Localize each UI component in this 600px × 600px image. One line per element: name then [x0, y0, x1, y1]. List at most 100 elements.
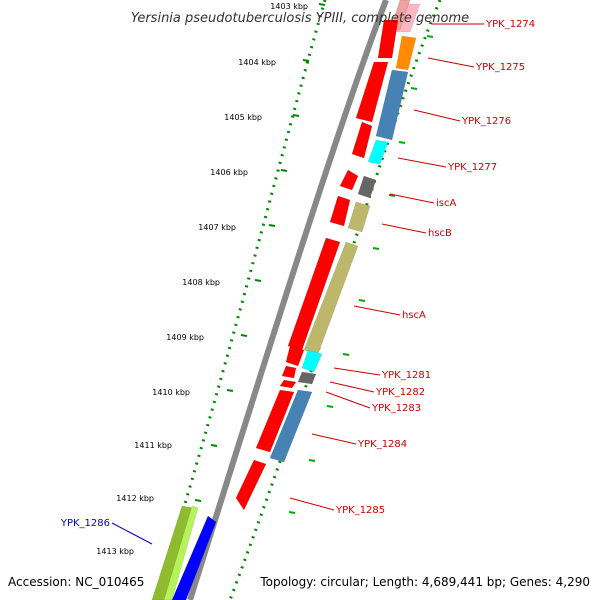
genome-summary: Topology: circular; Length: 4,689,441 bp… — [259, 575, 590, 589]
inner-tick — [326, 405, 334, 408]
ruler-tick-label: 1406 kbp — [210, 168, 248, 177]
leader-line — [427, 57, 475, 68]
ruler-tick-label: 1404 kbp — [238, 58, 276, 67]
leader-line — [389, 193, 435, 204]
gene-label[interactable]: YPK_1277 — [447, 162, 497, 173]
ruler-tick: 1412 kbp — [116, 494, 202, 503]
gene-label[interactable]: YPK_1286 — [60, 518, 110, 529]
ruler-tick: 1406 kbp — [210, 168, 288, 177]
gene-label[interactable]: hscA — [402, 310, 426, 321]
gene-ypk-1284-strand[interactable] — [255, 389, 295, 453]
gene-ypk-1281-strand[interactable] — [285, 345, 305, 367]
ruler-tick: 1407 kbp — [198, 223, 276, 232]
gene-label[interactable]: YPK_1276 — [461, 116, 511, 127]
leader-line — [111, 522, 153, 545]
gene-ypk-1274-strand[interactable] — [377, 19, 399, 59]
gene-label-group[interactable]: YPK_1276 — [413, 109, 511, 127]
gene-label-group[interactable]: YPK_1283 — [325, 391, 421, 414]
leader-line — [381, 223, 427, 234]
leader-line — [311, 433, 357, 445]
gene-ypk-1283-strand[interactable] — [279, 379, 297, 389]
gene-ypk-1286-inner[interactable] — [163, 505, 199, 600]
gene-label-group[interactable]: YPK_1285 — [289, 497, 385, 516]
gene-label-group[interactable]: YPK_1275 — [427, 57, 525, 73]
gene-isca-strand[interactable] — [339, 169, 359, 191]
gene-label[interactable]: hscB — [428, 228, 452, 239]
leader-line — [413, 109, 461, 122]
gene-label-group[interactable]: YPK_1277 — [397, 157, 497, 173]
position-ruler — [154, 0, 327, 600]
leader-line — [289, 497, 335, 511]
ruler-tick: 1408 kbp — [182, 278, 262, 287]
gene-label-group[interactable]: YPK_1281 — [333, 367, 431, 381]
leader-line — [333, 367, 381, 376]
gene-ypk-1276-box[interactable] — [375, 69, 409, 141]
gene-ypk-1275-strand[interactable] — [355, 61, 389, 123]
gene-label-group[interactable]: YPK_1284 — [311, 433, 407, 450]
ruler-tick-label: 1407 kbp — [198, 223, 236, 232]
inner-tick — [426, 35, 434, 38]
ruler-tick: 1411 kbp — [134, 441, 218, 450]
leader-line — [329, 381, 375, 393]
gene-ypk-1277-box[interactable] — [367, 139, 389, 165]
inner-tick — [308, 459, 316, 462]
gene-ypk-1281-box[interactable] — [301, 349, 323, 373]
accession-text: Accession: NC_010465 — [8, 575, 144, 589]
feature-layer — [151, 0, 421, 600]
gene-label-group[interactable]: iscA — [389, 193, 456, 209]
gene-label-group[interactable]: YPK_1286 — [60, 518, 153, 545]
inner-ruler — [228, 0, 442, 600]
gene-label[interactable]: YPK_1275 — [475, 62, 525, 73]
gene-hscb-strand[interactable] — [329, 195, 351, 227]
inner-tick — [342, 353, 350, 356]
gene-label[interactable]: YPK_1281 — [381, 370, 431, 381]
ruler-tick-label: 1413 kbp — [96, 547, 134, 556]
gene-ypk-1286-arrow[interactable] — [171, 515, 217, 600]
inner-tick — [410, 87, 418, 90]
gene-label-group[interactable]: hscA — [353, 305, 426, 321]
gene-label[interactable]: iscA — [436, 198, 456, 209]
genome-backbone — [187, 0, 389, 600]
ruler-tick-label: 1409 kbp — [166, 333, 204, 342]
ruler-tick-label: 1405 kbp — [224, 113, 262, 122]
ruler-tick-label: 1410 kbp — [152, 388, 190, 397]
gene-label[interactable]: YPK_1285 — [335, 505, 385, 516]
ruler-tick: 1405 kbp — [224, 113, 300, 122]
ruler-tick: 1410 kbp — [152, 388, 234, 397]
ruler-tick: 1404 kbp — [238, 58, 310, 67]
gene-ypk-1286-box[interactable] — [151, 505, 195, 600]
leader-line — [325, 391, 371, 409]
inner-tick — [398, 141, 406, 144]
inner-tick — [388, 194, 396, 197]
gene-label[interactable]: YPK_1283 — [371, 403, 421, 414]
inner-tick — [358, 299, 366, 302]
ruler-tick-label: 1408 kbp — [182, 278, 220, 287]
ruler-tick: 1409 kbp — [166, 333, 248, 342]
gene-ypk-1276-strand[interactable] — [351, 121, 373, 159]
ruler-tick: 1403 kbp — [270, 2, 326, 11]
inner-tick — [288, 511, 296, 514]
leader-line — [353, 305, 401, 316]
gene-ypk-1284-box[interactable] — [269, 389, 313, 463]
ruler-tick-label: 1403 kbp — [270, 2, 308, 11]
gene-ypk-1285-strand[interactable] — [235, 459, 267, 511]
ruler-tick-label: 1411 kbp — [134, 441, 172, 450]
map-title: Yersinia pseudotuberculosis YPIII, compl… — [131, 11, 469, 26]
gene-label-group[interactable]: hscB — [381, 223, 452, 239]
tick-layer: 1403 kbp 1404 kbp 1405 kbp 1406 kbp 1407 kbp… — [96, 2, 434, 556]
gene-label[interactable]: YPK_1284 — [357, 439, 407, 450]
gene-hscb-box[interactable] — [347, 201, 371, 233]
ruler-tick-label: 1412 kbp — [116, 494, 154, 503]
gene-label-group[interactable]: YPK_1282 — [329, 381, 425, 398]
leader-line — [397, 157, 447, 168]
gene-label[interactable]: YPK_1282 — [375, 387, 425, 398]
gene-ypk-1282-box[interactable] — [297, 371, 317, 385]
gene-ypk-1275-box[interactable] — [395, 35, 417, 71]
gene-isca-box[interactable] — [357, 175, 377, 199]
gene-label[interactable]: YPK_1274 — [485, 19, 535, 30]
label-layer: YPK_1274 YPK_1275 YPK_1276 YPK_1277 iscA hscB… — [60, 19, 535, 545]
gene-label-group[interactable]: YPK_1274 — [432, 19, 535, 30]
gene-ypk-1282-strand[interactable] — [281, 365, 297, 379]
inner-tick — [372, 247, 380, 250]
